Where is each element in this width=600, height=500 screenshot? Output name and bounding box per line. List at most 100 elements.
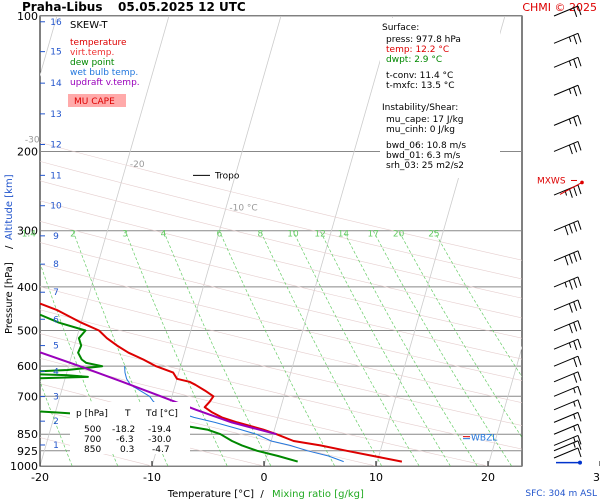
altitude-label-8: 8 xyxy=(53,260,59,270)
bwd-06-value: bwd_06: 10.8 m/s xyxy=(386,141,466,151)
dry-adiabat xyxy=(40,242,522,360)
wbzl-label: WBZL xyxy=(471,434,497,444)
mixing-ratio-label: 1.4 xyxy=(22,230,37,240)
wind-barb xyxy=(553,411,582,423)
wind-barb xyxy=(553,250,582,266)
table-row-500-td: -19.4 xyxy=(148,425,172,435)
wind-barb xyxy=(553,385,582,397)
surface-temp: temp: 12.2 °C xyxy=(386,45,449,55)
pressure-tick-700: 700 xyxy=(17,390,38,403)
isotherm-label: -30 xyxy=(25,135,40,145)
table-row-700-p: 700 xyxy=(84,435,101,445)
altitude-label-11: 11 xyxy=(50,171,61,181)
mu-cape-badge-bg xyxy=(68,94,126,107)
mxws-dot xyxy=(580,180,584,185)
y-axis-title-separator: / xyxy=(4,245,15,249)
altitude-label-6: 6 xyxy=(53,315,59,325)
dry-adiabat xyxy=(40,383,377,466)
x-tick-label-20: 20 xyxy=(481,471,495,484)
t-mxfc: t-mxfc: 13.5 °C xyxy=(386,81,455,91)
mixing-ratio-label: 10 xyxy=(287,230,299,240)
mixing-ratio-line xyxy=(40,380,73,466)
mu-cape-value: mu_cape: 17 J/kg xyxy=(386,115,464,125)
info-panel-bg xyxy=(380,18,500,178)
legend-title: SKEW-T xyxy=(70,20,108,31)
legend-item-virt-temp: virt.temp. xyxy=(70,48,114,58)
level-table: p [hPa] T Td [°C] 500 -18.2 -19.4 700 -6… xyxy=(70,402,190,455)
pressure-tick-925: 925 xyxy=(17,445,38,458)
pressure-tick-400: 400 xyxy=(17,281,38,294)
mixing-ratio-label: 8 xyxy=(257,230,263,240)
table-row-850-t: 0.3 xyxy=(120,445,134,455)
surface-dewpoint: dwpt: 2.9 °C xyxy=(386,55,442,65)
series-dew-point xyxy=(40,313,298,463)
mxws-barb xyxy=(559,182,583,195)
info-panel: Surface: press: 977.8 hPa temp: 12.2 °C … xyxy=(380,18,500,178)
bwd-01-value: bwd_01: 6.3 m/s xyxy=(386,151,461,161)
mixing-ratio-line xyxy=(319,230,451,466)
wind-barb xyxy=(553,371,582,383)
mixing-ratio-line xyxy=(292,230,420,466)
wind-barb xyxy=(553,114,582,127)
altitude-label-16: 16 xyxy=(50,18,62,28)
dry-adiabat xyxy=(40,357,489,466)
t-conv: t-conv: 11.4 °C xyxy=(386,71,453,81)
wind-barb xyxy=(553,423,582,435)
y-axis-title: Pressure [hPa] xyxy=(4,262,15,334)
dry-adiabat xyxy=(40,180,522,299)
altitude-label-9: 9 xyxy=(53,232,59,242)
level-table-bg xyxy=(70,402,190,454)
surface-pressure: press: 977.8 hPa xyxy=(386,35,461,45)
mixing-ratio-label: 3 xyxy=(122,230,128,240)
table-row-700-t: -6.3 xyxy=(116,435,134,445)
timestamp: 05.05.2025 12 UTC xyxy=(118,0,246,14)
altitude-label-1: 1 xyxy=(53,441,59,451)
altitude-label-5: 5 xyxy=(53,342,59,352)
wind-barb xyxy=(553,338,582,351)
dry-adiabat xyxy=(40,286,522,404)
mixing-ratio-line xyxy=(219,230,336,466)
station-title: Praha-Libus xyxy=(22,0,102,14)
wind-barb xyxy=(553,220,582,236)
table-row-850-p: 850 xyxy=(84,445,101,455)
mu-cinh-value: mu_cinh: 0 J/kg xyxy=(386,125,455,135)
x-tick-label-30: 30 xyxy=(593,471,600,484)
credit-label: CHMI © 2025 xyxy=(522,1,597,14)
mixing-ratio-label: 25 xyxy=(428,230,439,240)
x-axis-title-mixing: Mixing ratio [g/kg] xyxy=(272,489,364,500)
altitude-label-13: 13 xyxy=(50,110,61,120)
mu-cape-badge: MU CAPE xyxy=(74,97,115,107)
isotherm-line xyxy=(487,345,522,466)
series-temperature xyxy=(40,302,403,463)
wind-barb xyxy=(553,141,582,155)
legend-item-temperature: temperature xyxy=(70,38,127,48)
wind-barb xyxy=(553,447,582,459)
altitude-label-2: 2 xyxy=(53,417,59,427)
x-tick-label-0: 0 xyxy=(261,471,268,484)
mixing-ratio-line xyxy=(163,230,272,466)
pressure-tick-200: 200 xyxy=(17,145,38,158)
altitude-label-10: 10 xyxy=(50,202,62,212)
mixing-ratio-label: 14 xyxy=(338,230,350,240)
isotherm-label: -10 °C xyxy=(229,203,257,213)
mixing-ratio-line xyxy=(372,230,512,466)
legend: SKEW-T temperature virt.temp. dew point … xyxy=(68,20,140,107)
table-row-500-t: -18.2 xyxy=(112,425,135,435)
srh-03-value: srh_03: 25 m2/s2 xyxy=(386,161,464,171)
pressure-tick-300: 300 xyxy=(17,225,38,238)
wind-barb xyxy=(553,32,582,45)
x-tick-label--20: -20 xyxy=(31,471,49,484)
table-row-500-p: 500 xyxy=(84,425,101,435)
x-axis-title-separator: / xyxy=(260,489,264,500)
wind-barb xyxy=(553,299,582,313)
mixing-ratio-label: 17 xyxy=(368,230,379,240)
altitude-label-14: 14 xyxy=(50,79,62,89)
pressure-tick-100: 100 xyxy=(17,10,38,23)
mixing-ratio-line xyxy=(260,230,383,466)
shear-title: Instability/Shear: xyxy=(382,103,458,113)
mixing-ratio-line xyxy=(398,230,522,439)
dry-adiabat xyxy=(40,161,522,280)
mixing-ratio-label: 20 xyxy=(393,230,405,240)
table-header-td: Td [°C] xyxy=(145,409,178,419)
wind-barb xyxy=(553,320,582,334)
